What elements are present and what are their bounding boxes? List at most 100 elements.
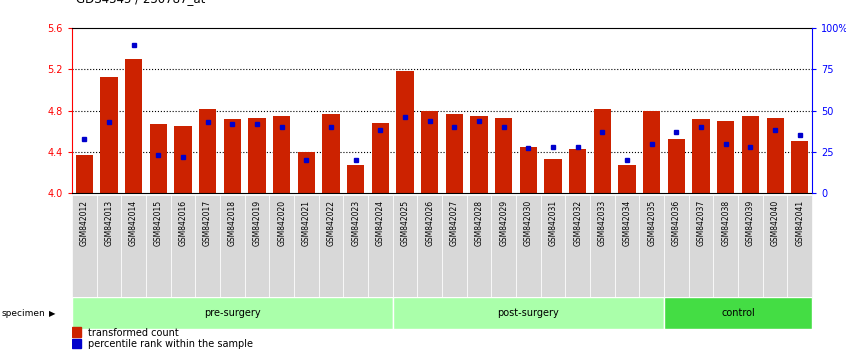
- Text: ▶: ▶: [49, 309, 56, 318]
- Text: GSM842031: GSM842031: [548, 200, 558, 246]
- Text: GSM842037: GSM842037: [696, 200, 706, 246]
- Bar: [717, 121, 734, 193]
- Bar: [791, 142, 809, 193]
- Text: GDS4345 / 230787_at: GDS4345 / 230787_at: [76, 0, 206, 5]
- Text: GSM842038: GSM842038: [722, 200, 730, 246]
- Bar: [273, 116, 290, 193]
- Text: GSM842029: GSM842029: [499, 200, 508, 246]
- Bar: [244, 195, 269, 299]
- Bar: [298, 152, 315, 193]
- Bar: [421, 111, 438, 193]
- Text: GSM842040: GSM842040: [771, 200, 780, 246]
- Text: GSM842028: GSM842028: [475, 200, 484, 246]
- Text: GSM842022: GSM842022: [327, 200, 336, 246]
- Bar: [519, 147, 537, 193]
- Bar: [766, 118, 783, 193]
- Bar: [495, 118, 513, 193]
- Text: GSM842018: GSM842018: [228, 200, 237, 246]
- Bar: [446, 114, 463, 193]
- Bar: [664, 195, 689, 299]
- Bar: [72, 339, 81, 348]
- Bar: [393, 195, 417, 299]
- Bar: [689, 195, 713, 299]
- Bar: [788, 195, 812, 299]
- Text: GSM842025: GSM842025: [400, 200, 409, 246]
- Bar: [319, 195, 343, 299]
- Bar: [569, 149, 586, 193]
- Bar: [467, 195, 492, 299]
- Text: GSM842036: GSM842036: [672, 200, 681, 246]
- Bar: [343, 195, 368, 299]
- Bar: [72, 297, 393, 329]
- Bar: [763, 195, 788, 299]
- Bar: [368, 195, 393, 299]
- Bar: [72, 195, 96, 299]
- Text: GSM842034: GSM842034: [623, 200, 632, 246]
- Bar: [125, 59, 142, 193]
- Text: GSM842032: GSM842032: [574, 200, 582, 246]
- Bar: [269, 195, 294, 299]
- Bar: [565, 195, 590, 299]
- Text: GSM842041: GSM842041: [795, 200, 805, 246]
- Text: GSM842016: GSM842016: [179, 200, 188, 246]
- Text: GSM842026: GSM842026: [426, 200, 434, 246]
- Text: GSM842017: GSM842017: [203, 200, 212, 246]
- Text: GSM842020: GSM842020: [277, 200, 286, 246]
- Bar: [693, 119, 710, 193]
- Bar: [470, 116, 487, 193]
- Text: GSM842015: GSM842015: [154, 200, 162, 246]
- Bar: [121, 195, 146, 299]
- Bar: [667, 139, 685, 193]
- Text: post-surgery: post-surgery: [497, 308, 559, 318]
- Bar: [199, 109, 217, 193]
- Bar: [393, 297, 664, 329]
- Text: percentile rank within the sample: percentile rank within the sample: [88, 339, 253, 349]
- Text: GSM842024: GSM842024: [376, 200, 385, 246]
- Bar: [615, 195, 640, 299]
- Bar: [220, 195, 244, 299]
- Text: GSM842012: GSM842012: [80, 200, 89, 246]
- Bar: [371, 123, 389, 193]
- Bar: [96, 195, 121, 299]
- Bar: [174, 126, 191, 193]
- Bar: [146, 195, 171, 299]
- Bar: [738, 195, 763, 299]
- Bar: [713, 195, 738, 299]
- Text: GSM842014: GSM842014: [129, 200, 138, 246]
- Bar: [643, 111, 661, 193]
- Text: GSM842019: GSM842019: [252, 200, 261, 246]
- Text: pre-surgery: pre-surgery: [204, 308, 261, 318]
- Text: specimen: specimen: [2, 309, 46, 318]
- Text: GSM842027: GSM842027: [450, 200, 459, 246]
- Text: GSM842021: GSM842021: [302, 200, 310, 246]
- Bar: [150, 124, 167, 193]
- Bar: [591, 195, 615, 299]
- Bar: [618, 165, 635, 193]
- Bar: [545, 159, 562, 193]
- Bar: [664, 297, 812, 329]
- Bar: [640, 195, 664, 299]
- Text: GSM842030: GSM842030: [524, 200, 533, 246]
- Text: GSM842035: GSM842035: [647, 200, 656, 246]
- Bar: [417, 195, 442, 299]
- Bar: [195, 195, 220, 299]
- Text: GSM842039: GSM842039: [746, 200, 755, 246]
- Bar: [347, 165, 365, 193]
- Bar: [75, 155, 93, 193]
- Bar: [492, 195, 516, 299]
- Bar: [249, 118, 266, 193]
- Bar: [742, 116, 759, 193]
- Bar: [397, 70, 414, 193]
- Bar: [541, 195, 565, 299]
- Text: GSM842023: GSM842023: [351, 200, 360, 246]
- Bar: [594, 109, 611, 193]
- Bar: [322, 114, 339, 193]
- Text: GSM842033: GSM842033: [598, 200, 607, 246]
- Bar: [294, 195, 319, 299]
- Bar: [101, 77, 118, 193]
- Bar: [516, 195, 541, 299]
- Text: GSM842013: GSM842013: [104, 200, 113, 246]
- Bar: [442, 195, 467, 299]
- Bar: [72, 327, 81, 337]
- Text: transformed count: transformed count: [88, 327, 179, 338]
